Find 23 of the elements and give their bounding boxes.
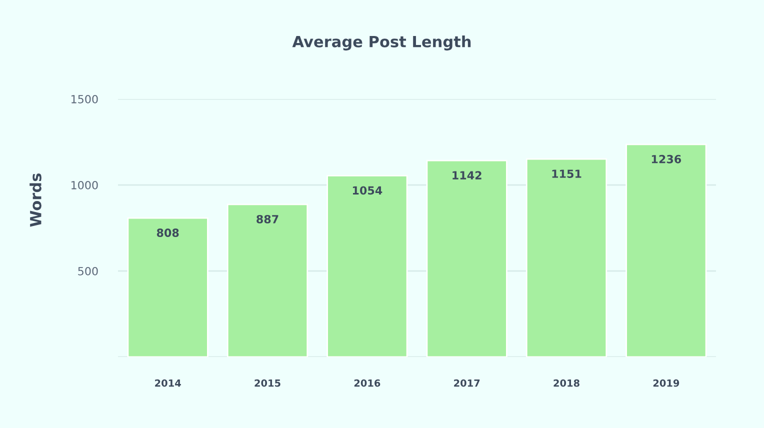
data-label: 1236 xyxy=(652,154,682,164)
y-tick-label: 1000 xyxy=(72,180,98,190)
x-tick-label: 2015 xyxy=(254,379,280,387)
x-tick-label: 2019 xyxy=(653,379,680,387)
bar xyxy=(526,158,608,357)
bar xyxy=(426,160,508,357)
bar xyxy=(127,217,208,357)
x-tick-label: 2014 xyxy=(155,379,181,387)
data-label: 1142 xyxy=(452,171,482,180)
x-tick-label: 2016 xyxy=(354,379,380,387)
data-label: 808 xyxy=(156,228,179,237)
bar xyxy=(626,144,707,357)
y-axis-title: Words xyxy=(30,174,42,227)
x-tick-label: 2018 xyxy=(554,379,580,387)
x-tick-label: 2017 xyxy=(454,379,480,387)
data-label: 1054 xyxy=(352,186,382,195)
bar xyxy=(226,204,308,357)
y-tick-label: 1500 xyxy=(72,94,98,104)
data-label: 1151 xyxy=(552,170,582,178)
y-tick-label: 500 xyxy=(78,266,98,276)
chart-title: Average Post Length xyxy=(292,36,471,50)
bar xyxy=(326,175,408,357)
data-label: 887 xyxy=(256,214,278,224)
